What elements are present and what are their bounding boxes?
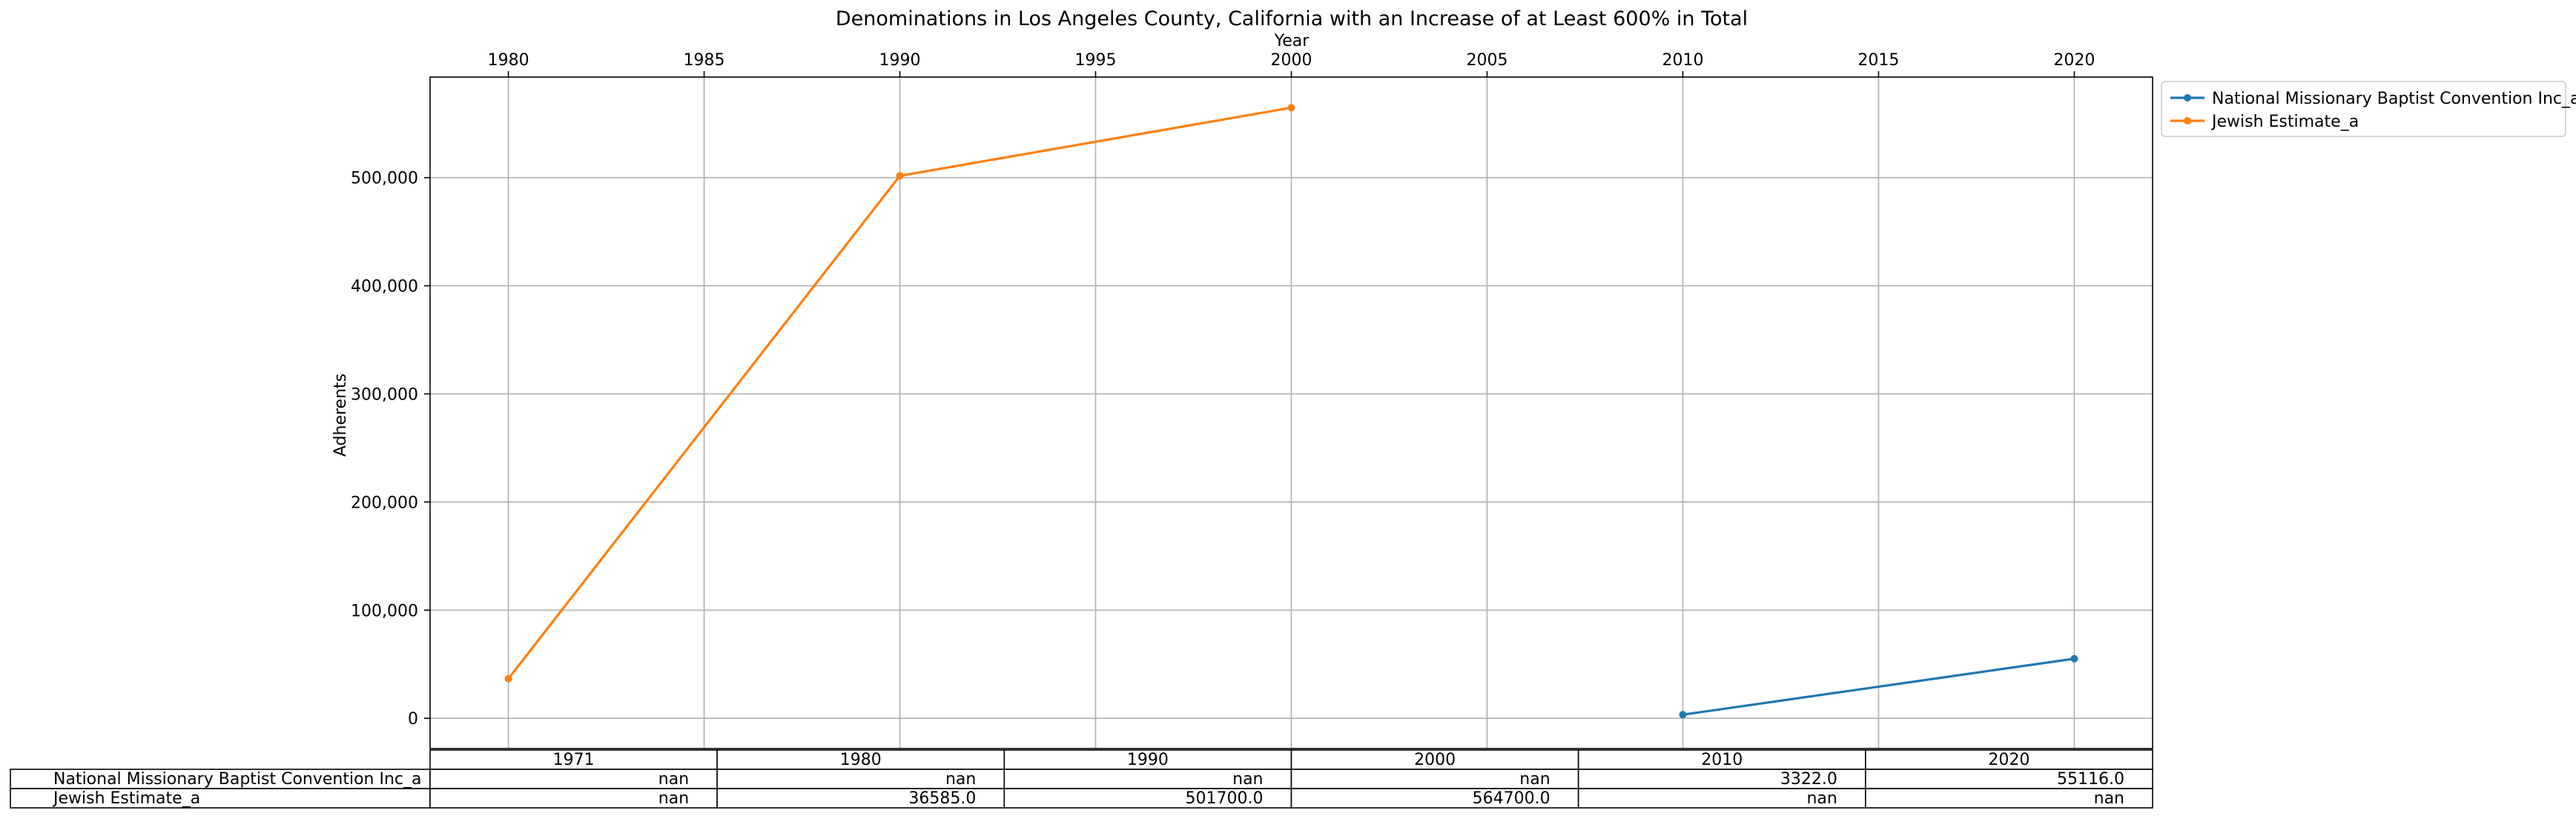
x-ticks-layer: 1980 1985 1990 1995 2000 2005 2010 2015 2020 xyxy=(488,51,2095,77)
table-row-label: Jewish Estimate_a xyxy=(52,789,200,808)
table-cell-value: 3322.0 xyxy=(1780,770,1837,789)
table-column-header: 1990 xyxy=(1127,751,1169,769)
y-tick-label: 500,000 xyxy=(351,170,418,188)
series-1-point xyxy=(896,172,904,180)
x-tick-label: 2015 xyxy=(1857,51,1899,70)
y-axis-label: Adherents xyxy=(331,374,350,457)
x-tick-label: 1990 xyxy=(879,51,921,70)
table-cell-value: 55116.0 xyxy=(2057,770,2124,789)
plot-frame xyxy=(429,76,2153,749)
table-cell xyxy=(1577,769,1866,789)
legend-swatch-marker xyxy=(2184,117,2191,125)
table-cell-value: nan xyxy=(1519,770,1550,789)
y-tick-label: 200,000 xyxy=(351,494,418,512)
y-tick-label: 400,000 xyxy=(351,278,418,296)
table-cell xyxy=(429,769,718,789)
series-layer xyxy=(504,104,2078,719)
legend-label: National Missionary Baptist Convention I… xyxy=(2212,90,2576,108)
x-tick-label: 2020 xyxy=(2053,51,2095,70)
y-ticks-layer: 0 100,000 200,000 300,000 400,000 500,000 xyxy=(351,170,430,729)
table-row-label-cell xyxy=(10,788,431,809)
table-column-header: 1971 xyxy=(553,751,595,769)
y-tick-label: 100,000 xyxy=(351,602,418,620)
grid-layer xyxy=(430,77,2153,749)
x-tick-label: 2010 xyxy=(1662,51,1703,70)
table-cell-value: nan xyxy=(658,770,689,789)
series-0-point xyxy=(1679,711,1687,719)
table-column-header: 2010 xyxy=(1701,751,1743,769)
y-tick-label: 0 xyxy=(408,710,418,729)
table-header-cell xyxy=(716,749,1005,770)
table-column-header: 2000 xyxy=(1414,751,1456,769)
data-table: 1971 1980 1990 2000 2010 2020 National Mission… xyxy=(10,749,2153,809)
legend-label: Jewish Estimate_a xyxy=(2210,113,2359,131)
table-cell xyxy=(716,788,1005,809)
table-cell xyxy=(716,769,1005,789)
series-1-point xyxy=(1287,104,1295,112)
series-line-0 xyxy=(1682,657,2075,716)
table-cell-value: nan xyxy=(945,770,976,789)
x-tick-label: 1985 xyxy=(684,51,725,70)
x-axis-label: Year xyxy=(1274,32,1310,50)
legend-swatch-marker xyxy=(2184,94,2191,102)
table-cell xyxy=(1865,788,2153,809)
table-cell xyxy=(1577,788,1866,809)
table-column-header: 2020 xyxy=(1988,751,2030,769)
series-1-point xyxy=(504,674,512,683)
x-tick-label: 2005 xyxy=(1466,51,1507,70)
table-header-cell xyxy=(429,749,718,770)
table-cell-value: nan xyxy=(658,789,689,808)
legend-box xyxy=(2161,81,2566,137)
x-tick-label: 1980 xyxy=(488,51,529,70)
y-tick-label: 300,000 xyxy=(351,385,418,404)
table-row-label: National Missionary Baptist Convention I… xyxy=(53,770,422,789)
table-column-header: 1980 xyxy=(840,751,882,769)
table-cell-value: 564700.0 xyxy=(1473,789,1550,808)
table-cell-value: 36585.0 xyxy=(908,789,976,808)
chart-title: Denominations in Los Angeles County, Cal… xyxy=(836,7,1748,30)
x-tick-label: 1995 xyxy=(1075,51,1117,70)
table-cell xyxy=(1290,788,1579,809)
table-cell-value: nan xyxy=(2094,789,2124,808)
table-cell-value: 501700.0 xyxy=(1186,789,1264,808)
table-cell-value: nan xyxy=(1232,770,1263,789)
x-tick-label: 2000 xyxy=(1271,51,1312,70)
table-cell-value: nan xyxy=(1806,789,1837,808)
series-0-point xyxy=(2070,654,2078,663)
legend: National Missionary Baptist Convention I… xyxy=(2161,81,2576,137)
